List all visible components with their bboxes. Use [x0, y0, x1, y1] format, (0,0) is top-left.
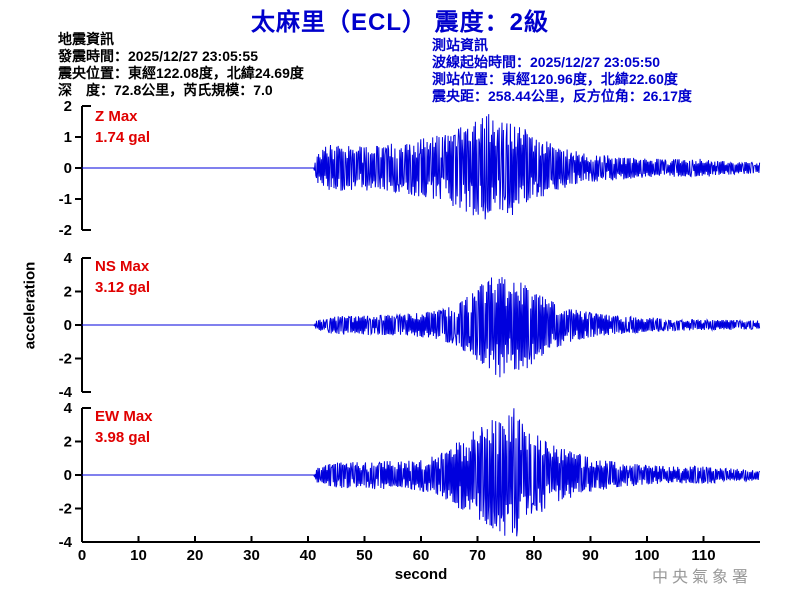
y-tick-label: -1	[59, 191, 72, 208]
epicenter-location: 震央位置：東經122.08度，北緯24.69度	[58, 65, 304, 81]
x-axis-label: second	[394, 566, 448, 583]
trace-z-max: 1.74 gal	[95, 129, 151, 146]
wave-start-time: 波線起始時間：2025/12/27 23:05:50	[432, 54, 660, 70]
x-tick-label: 10	[130, 547, 147, 564]
trace-z-name: Z Max	[95, 108, 138, 125]
trace-label-z: Z Max 1.74 gal	[95, 106, 150, 148]
y-axis-label: acceleration	[21, 261, 39, 350]
earthquake-info-header: 地震資訊	[58, 31, 114, 47]
station-info-header: 測站資訊	[432, 37, 488, 53]
y-tick-label: -2	[59, 501, 72, 518]
y-tick-label: 1	[64, 129, 72, 146]
y-tick-label: 0	[64, 467, 72, 484]
y-tick-label: 0	[64, 160, 72, 177]
x-tick-label: 70	[469, 547, 486, 564]
y-tick-label: 2	[64, 284, 72, 301]
distance-azimuth: 震央距：258.44公里，反方位角：26.17度	[432, 88, 692, 104]
y-tick-label: 0	[64, 317, 72, 334]
x-tick-label: 20	[187, 547, 204, 564]
depth-magnitude: 深 度：72.8公里，芮氏規模：7.0	[58, 82, 273, 98]
x-tick-label: 100	[634, 547, 659, 564]
x-tick-label: 80	[526, 547, 543, 564]
x-tick-label: 0	[78, 547, 86, 564]
trace-label-ew: EW Max 3.98 gal	[95, 406, 153, 448]
y-tick-label: 4	[64, 400, 73, 417]
station-location: 測站位置：東經120.96度，北緯22.60度	[432, 71, 678, 87]
y-tick-label: 2	[64, 98, 72, 115]
x-tick-label: 60	[413, 547, 430, 564]
trace-ew-name: EW Max	[95, 408, 153, 425]
waveform-ew	[82, 408, 761, 537]
trace-ns-name: NS Max	[95, 258, 150, 275]
trace-label-ns: NS Max 3.12 gal	[95, 256, 150, 298]
origin-time: 發震時間：2025/12/27 23:05:55	[58, 48, 258, 64]
x-tick-label: 90	[582, 547, 599, 564]
y-tick-label: 4	[64, 250, 73, 267]
trace-ns-max: 3.12 gal	[95, 279, 151, 296]
y-tick-label: 2	[64, 434, 72, 451]
agency-watermark: 中央氣象署	[652, 569, 753, 586]
y-tick-label: -4	[59, 384, 73, 401]
y-tick-label: -2	[59, 351, 72, 368]
y-tick-label: -2	[59, 222, 72, 239]
x-tick-label: 30	[243, 547, 260, 564]
y-tick-label: -4	[59, 534, 73, 551]
waveform-z	[82, 114, 761, 220]
x-tick-label: 50	[356, 547, 373, 564]
x-tick-label: 40	[300, 547, 317, 564]
station-info-block: 測站資訊 波線起始時間：2025/12/27 23:05:50 測站位置：東經1…	[432, 37, 692, 105]
waveform-ns	[82, 277, 761, 378]
earthquake-info-block: 地震資訊 發震時間：2025/12/27 23:05:55 震央位置：東經122…	[58, 31, 304, 99]
trace-ew-max: 3.98 gal	[95, 429, 151, 446]
x-tick-label: 110	[691, 547, 715, 564]
page-title: 太麻里（ECL） 震度：2級	[250, 9, 549, 36]
